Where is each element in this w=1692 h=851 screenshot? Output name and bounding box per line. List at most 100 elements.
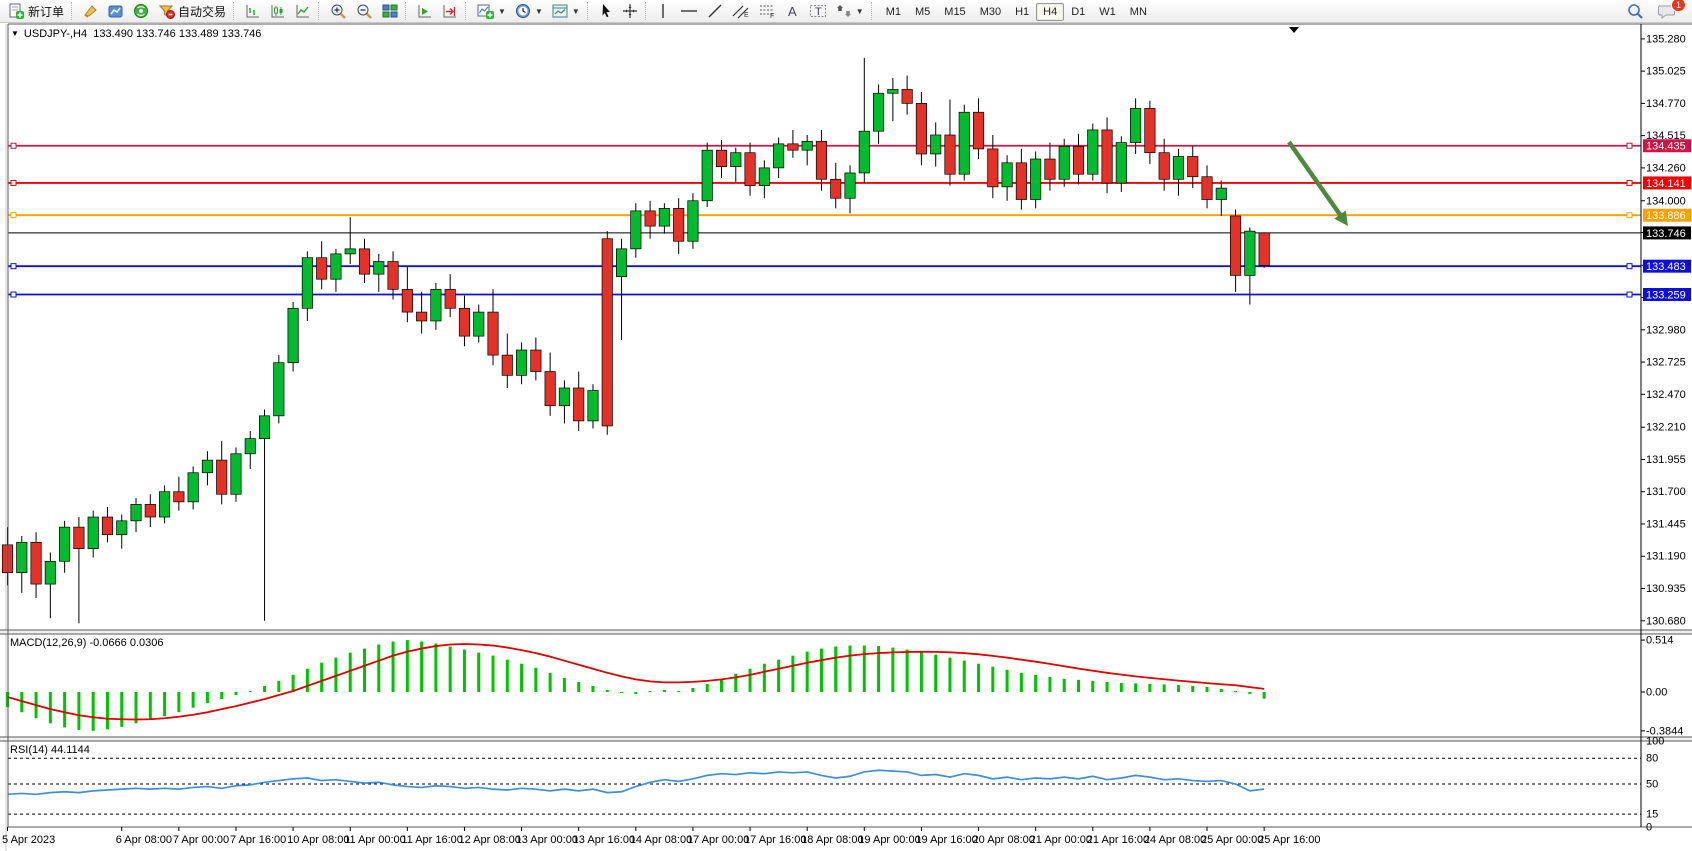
candle-body — [615, 248, 628, 278]
time-tick-label: 13 Apr 00:00 — [516, 834, 578, 846]
candle-body — [687, 200, 699, 242]
time-tick-label: 13 Apr 16:00 — [573, 834, 635, 846]
tab-timeframe-h1[interactable]: H1 — [1015, 6, 1030, 18]
crosshair-button[interactable] — [618, 1, 642, 22]
tab-timeframe-mn[interactable]: MN — [1129, 6, 1147, 18]
templates-button[interactable]: ▼ — [548, 1, 584, 22]
candle-body — [744, 152, 756, 186]
quill-icon — [84, 5, 97, 18]
horizontal-line-button[interactable] — [676, 1, 702, 22]
cursor-button[interactable] — [595, 1, 617, 22]
tab-timeframe-w1[interactable]: W1 — [1099, 6, 1116, 18]
trendline-button[interactable] — [703, 1, 727, 22]
candle-body — [901, 89, 913, 104]
candle-body — [773, 143, 785, 169]
separator — [405, 2, 410, 20]
time-tick-label: 10 Apr 08:00 — [287, 834, 349, 846]
autotrade-button[interactable]: 自动交易 — [154, 1, 230, 22]
candle-body — [658, 208, 670, 227]
candle-body — [144, 504, 156, 518]
line-handle[interactable] — [10, 263, 17, 270]
chart-background — [0, 24, 1692, 851]
svg-text:T: T — [815, 6, 822, 18]
zoom-in-button[interactable] — [326, 1, 351, 22]
candle-body — [701, 149, 713, 202]
candle-body — [1130, 108, 1142, 143]
periods-button[interactable]: ▼ — [511, 1, 547, 22]
pane-separator[interactable] — [0, 630, 1692, 634]
tab-timeframe-d1[interactable]: D1 — [1071, 6, 1086, 18]
line-handle[interactable] — [1626, 212, 1633, 219]
signal-button[interactable] — [129, 1, 153, 22]
price-tick-label: 134.000 — [1646, 195, 1686, 207]
candle-body — [1001, 162, 1013, 188]
candles-chart-button[interactable] — [266, 1, 290, 22]
tab-timeframe-m30[interactable]: M30 — [979, 6, 1002, 18]
separator — [870, 2, 876, 20]
candle-body — [1058, 146, 1070, 180]
time-tick-label: 14 Apr 08:00 — [630, 834, 692, 846]
time-tick-label: 21 Apr 16:00 — [1087, 834, 1149, 846]
chat-button[interactable]: 1 — [1654, 0, 1686, 22]
rsi-scale-label: 80 — [1646, 753, 1658, 765]
chart-shift-button[interactable] — [438, 1, 462, 22]
vertical-line-button[interactable] — [653, 1, 675, 22]
line-handle[interactable] — [1626, 179, 1633, 186]
price-tick-label: 131.700 — [1646, 486, 1686, 498]
price-tick-label: 132.725 — [1646, 357, 1686, 369]
tab-timeframe-m15[interactable]: M15 — [944, 6, 966, 18]
new-order-button[interactable]: 新订单 — [4, 1, 68, 22]
price-tick-label: 132.470 — [1646, 389, 1686, 401]
quill-button[interactable] — [79, 1, 103, 22]
candle-body — [644, 210, 656, 227]
new-order-icon — [9, 3, 24, 19]
line-handle[interactable] — [10, 291, 17, 298]
line-handle[interactable] — [1626, 142, 1633, 149]
candle-body — [501, 354, 513, 376]
price-line-badge — [1643, 226, 1691, 240]
separator — [318, 2, 323, 20]
candle-body — [16, 541, 28, 574]
time-tick-label: 12 Apr 08:00 — [458, 834, 520, 846]
macd-indicator-label: MACD(12,26,9) -0.0666 0.0306 — [10, 637, 164, 649]
rsi-scale-label: 0 — [1646, 822, 1652, 834]
line-handle[interactable] — [10, 179, 17, 186]
search-button[interactable] — [1623, 1, 1648, 22]
zoom-out-button[interactable] — [352, 1, 377, 22]
candle-body — [815, 140, 828, 180]
candle-body — [59, 526, 71, 562]
text-button[interactable]: A — [782, 1, 804, 22]
candle-body — [187, 472, 199, 503]
publish-button[interactable] — [104, 1, 128, 22]
tab-timeframe-m1[interactable]: M1 — [885, 6, 901, 18]
bars-chart-button[interactable] — [241, 1, 265, 22]
channel-button[interactable]: E — [728, 1, 754, 22]
chart-title-text: USDJPY-,H4 133.490 133.746 133.489 133.7… — [23, 28, 262, 40]
line-handle[interactable] — [10, 212, 17, 219]
line-handle[interactable] — [1626, 291, 1633, 298]
pane-separator[interactable] — [0, 737, 1692, 741]
indicators-button[interactable]: ▼ — [473, 1, 510, 22]
chat-badge: 1 — [1670, 0, 1686, 12]
tab-timeframe-h4[interactable]: H4 — [1036, 3, 1065, 21]
line-handle[interactable] — [10, 142, 17, 149]
line-handle[interactable] — [1626, 263, 1633, 270]
tile-windows-button[interactable] — [378, 1, 402, 22]
fibonacci-button[interactable]: F — [755, 1, 781, 22]
price-line-badge-label: 133.886 — [1646, 210, 1686, 222]
auto-scroll-button[interactable] — [413, 1, 437, 22]
tab-timeframe-m5[interactable]: M5 — [915, 6, 931, 18]
candle-body — [1115, 142, 1127, 184]
arrows-button[interactable]: ▼ — [832, 1, 868, 22]
line-chart-button[interactable] — [291, 1, 315, 22]
text-label-button[interactable]: T — [805, 1, 831, 22]
separator — [233, 2, 238, 20]
time-tick-label: 17 Apr 00:00 — [687, 834, 749, 846]
trend-arrow[interactable] — [1287, 140, 1346, 221]
text-icon: A — [788, 4, 797, 19]
candle-body — [1187, 156, 1199, 178]
price-line-badge — [1643, 176, 1691, 190]
candle-body — [1072, 146, 1085, 175]
candle-body — [101, 516, 114, 536]
